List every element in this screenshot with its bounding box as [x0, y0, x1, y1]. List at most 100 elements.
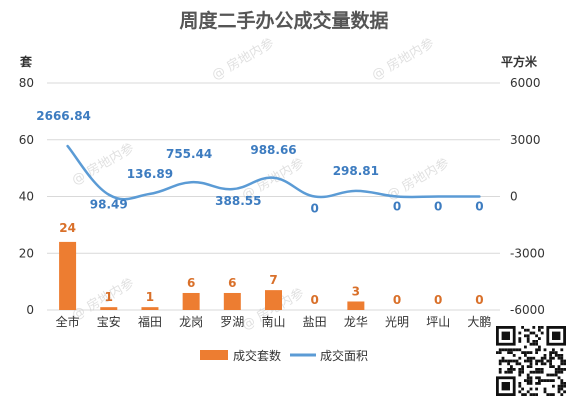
qr-module	[521, 351, 524, 354]
qr-module	[546, 393, 550, 396]
qr-module	[529, 393, 533, 396]
qr-module	[540, 326, 544, 329]
qr-module	[535, 368, 538, 371]
qr-module	[498, 348, 502, 352]
bar	[223, 292, 241, 310]
qr-module	[554, 368, 558, 371]
qr-module	[515, 348, 519, 352]
qr-module	[532, 356, 536, 360]
qr-module	[535, 382, 538, 385]
qr-module	[529, 370, 533, 374]
qr-module	[538, 326, 541, 329]
qr-module	[515, 362, 519, 366]
qr-module	[524, 351, 527, 354]
qr-finder	[501, 382, 510, 391]
qr-module	[535, 342, 538, 346]
left-axis-tick: 20	[19, 246, 34, 260]
qr-module	[557, 354, 561, 357]
qr-module	[538, 348, 541, 352]
qr-module	[501, 359, 505, 363]
category-label: 盐田	[303, 315, 327, 329]
category-label: 坪山	[426, 315, 450, 329]
qr-module	[543, 387, 547, 391]
qr-module	[546, 373, 550, 377]
qr-module	[557, 365, 561, 368]
qr-module	[529, 351, 533, 354]
category-label: 光明	[385, 315, 409, 329]
qr-module	[512, 368, 516, 371]
legend-bar-swatch	[200, 350, 228, 360]
qr-module	[557, 376, 561, 380]
qr-module	[524, 328, 527, 332]
bar-value-label: 1	[105, 290, 113, 304]
qr-module	[529, 365, 533, 368]
qr-module	[532, 342, 536, 346]
qr-module	[560, 354, 564, 357]
qr-module	[538, 370, 541, 374]
qr-module	[529, 376, 533, 380]
qr-module	[504, 370, 508, 374]
qr-module	[543, 362, 547, 366]
bar	[182, 292, 200, 310]
bar-value-label: 0	[393, 293, 401, 307]
gridlines	[47, 82, 500, 311]
qr-module	[538, 368, 541, 371]
qr-module	[540, 368, 544, 371]
qr-module	[518, 373, 522, 377]
bar-value-label: 7	[269, 273, 277, 287]
qr-module	[507, 368, 510, 371]
qr-code-icon	[494, 324, 568, 398]
qr-module	[543, 379, 547, 382]
category-label: 龙华	[344, 315, 368, 329]
line-value-label: 0	[475, 200, 483, 214]
qr-module	[540, 362, 544, 366]
qr-module	[560, 368, 564, 371]
category-label: 全市	[56, 314, 80, 329]
qr-module	[543, 390, 547, 394]
qr-module	[560, 379, 564, 382]
qr-module	[552, 393, 555, 396]
watermark-text: @ 房地内参	[369, 35, 437, 83]
category-label: 罗湖	[220, 314, 244, 329]
qr-module	[563, 382, 566, 385]
qr-module	[510, 359, 513, 363]
qr-module	[524, 354, 527, 357]
qr-module	[526, 356, 530, 360]
line-value-label: 2666.84	[36, 109, 91, 123]
qr-module	[549, 356, 552, 360]
qr-module	[535, 351, 538, 354]
qr-module	[552, 348, 555, 352]
bar-value-label: 0	[434, 293, 442, 307]
qr-module	[529, 382, 533, 385]
category-label: 福田	[138, 314, 162, 329]
line-value-label: 98.49	[90, 198, 128, 212]
qr-module	[518, 384, 522, 388]
category-label: 龙岗	[179, 315, 203, 329]
qr-module	[552, 365, 555, 368]
qr-module	[504, 348, 508, 352]
qr-module	[518, 340, 522, 343]
qr-module	[526, 379, 530, 382]
qr-module	[504, 359, 508, 363]
qr-module	[501, 356, 505, 360]
bar-value-label: 1	[146, 290, 154, 304]
qr-module	[524, 334, 527, 338]
qr-module	[529, 342, 533, 346]
qr-module	[529, 362, 533, 366]
qr-module	[518, 390, 522, 394]
qr-module	[532, 393, 536, 396]
qr-module	[560, 370, 564, 374]
legend: 成交套数 成交面积	[200, 348, 368, 363]
line-value-label: 298.81	[333, 164, 379, 178]
qr-module	[510, 365, 513, 368]
qr-module	[498, 351, 502, 354]
qr-module	[518, 331, 522, 335]
right-axis-tick: -6000	[510, 303, 545, 317]
qr-module	[552, 373, 555, 377]
qr-module	[560, 387, 564, 391]
qr-module	[521, 370, 524, 374]
left-axis-tick: 0	[26, 303, 34, 317]
left-axis-tick: 60	[19, 133, 34, 147]
qr-module	[532, 326, 536, 329]
